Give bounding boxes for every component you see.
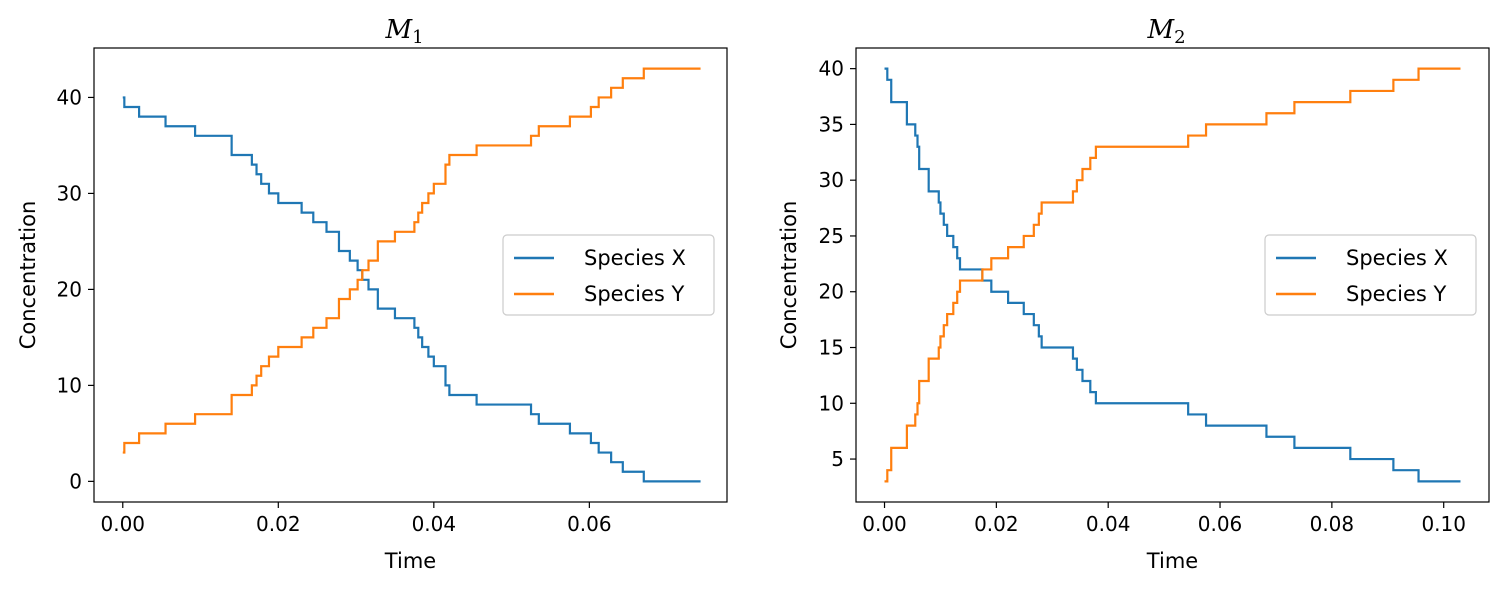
- chart-1-y-tick-label: 20: [57, 277, 82, 301]
- chart-2-x-tick-label: 0.10: [1421, 512, 1466, 536]
- chart-2-y-tick-label: 40: [819, 57, 844, 81]
- chart-1-x-tick-label: 0.04: [412, 512, 457, 536]
- chart-1-x-tick-label: 0.02: [256, 512, 301, 536]
- chart-2: 0.00 0.02 0.04 0.06 0.08 0.10 5 10 15 20 25 30 35 40 T…: [777, 15, 1489, 573]
- chart-1-legend-species-y-label: Species Y: [584, 282, 684, 306]
- chart-2-x-axis-label: Time: [1146, 549, 1198, 573]
- chart-1-legend-species-x-label: Species X: [584, 246, 686, 270]
- chart-1-title-subscript: 1: [412, 27, 423, 48]
- chart-2-x-tick-label: 0.08: [1310, 512, 1355, 536]
- chart-2-y-tick-label: 35: [819, 112, 844, 136]
- chart-2-x-tick-label: 0.06: [1198, 512, 1243, 536]
- chart-2-title: M2: [1146, 15, 1185, 48]
- chart-2-title-subscript: 2: [1174, 27, 1185, 48]
- figure: 0.00 0.02 0.04 0.06 0 10 20 30 40 Time Concentrati…: [0, 0, 1505, 589]
- chart-2-legend-species-y-label: Species Y: [1346, 282, 1446, 306]
- chart-1-x-tick-label: 0.00: [101, 512, 146, 536]
- chart-2-legend-species-x-label: Species X: [1346, 246, 1448, 270]
- chart-1: 0.00 0.02 0.04 0.06 0 10 20 30 40 Time Concentrati…: [16, 15, 727, 573]
- chart-1-title-symbol: M: [384, 15, 413, 45]
- chart-2-x-tick-label: 0.02: [974, 512, 1019, 536]
- chart-1-y-tick-label: 10: [57, 373, 82, 397]
- chart-1-y-tick-label: 30: [57, 181, 82, 205]
- chart-1-x-axis-label: Time: [384, 549, 436, 573]
- chart-2-y-tick-label: 10: [819, 391, 844, 415]
- chart-1-x-tick-label: 0.06: [567, 512, 612, 536]
- chart-2-y-tick-label: 30: [819, 168, 844, 192]
- chart-2-x-tick-label: 0.00: [862, 512, 907, 536]
- chart-2-title-symbol: M: [1146, 15, 1175, 45]
- chart-2-y-tick-label: 25: [819, 224, 844, 248]
- chart-2-y-tick-label: 20: [819, 280, 844, 304]
- chart-2-x-tick-label: 0.04: [1086, 512, 1131, 536]
- chart-1-title: M1: [384, 15, 423, 48]
- chart-1-y-axis-label: Concentration: [16, 201, 40, 350]
- chart-2-y-tick-label: 5: [831, 447, 844, 471]
- chart-2-y-tick-label: 15: [819, 336, 844, 360]
- chart-1-y-tick-label: 40: [57, 85, 82, 109]
- chart-1-y-tick-label: 0: [69, 469, 82, 493]
- chart-2-y-axis-label: Concentration: [777, 201, 801, 350]
